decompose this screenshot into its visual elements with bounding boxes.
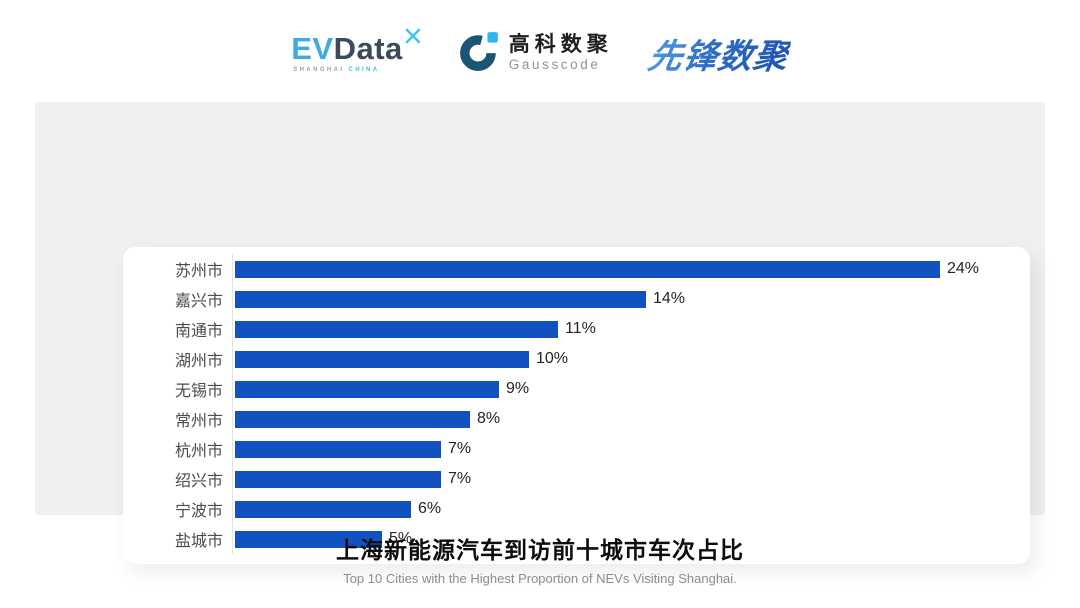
- city-label: 常州市: [174, 413, 223, 430]
- bar-value-label: 24%: [947, 260, 980, 277]
- bar-row: 嘉兴市 14%: [123, 284, 1030, 314]
- city-label: 无锡市: [174, 383, 223, 400]
- bar: [235, 530, 382, 548]
- bar-value-label: 6%: [418, 500, 442, 517]
- footer: 上海新能源汽车到访前十城市车次占比 Top 10 Cities with the…: [0, 531, 1080, 586]
- header: EV Data SHANGHAI CHINA 高科数聚 Gausscode: [0, 18, 1080, 88]
- gausscode-ring-icon: [458, 30, 500, 77]
- bar-track: 11%: [232, 314, 1030, 344]
- bar-row: 宁波市 6%: [123, 494, 1030, 524]
- bar-row: 绍兴市 7%: [123, 464, 1030, 494]
- bar-row: 无锡市 9%: [123, 374, 1030, 404]
- bar-track: 8%: [232, 404, 1030, 434]
- gausscode-logo: 高科数聚 Gausscode: [458, 30, 613, 77]
- bar-row: 湖州市 10%: [123, 344, 1030, 374]
- city-label: 苏州市: [174, 263, 223, 280]
- chart-subtitle: Top 10 Cities with the Highest Proportio…: [343, 571, 737, 586]
- city-label: 湖州市: [174, 353, 223, 370]
- bar-track: 9%: [232, 374, 1030, 404]
- bar-row: 盐城市 5%: [123, 524, 1030, 554]
- bar-value-label: 5%: [389, 530, 413, 547]
- gausscode-wordmark: 高科数聚 Gausscode: [509, 33, 613, 73]
- bar: [235, 410, 470, 428]
- bar-track: 7%: [232, 464, 1030, 494]
- bar-row: 苏州市 24%: [123, 254, 1030, 284]
- bar: [235, 380, 499, 398]
- bar-track: 5%: [232, 524, 1030, 554]
- bar: [235, 320, 558, 338]
- chart-card: 苏州市 24% 嘉兴市 14% 南通市 11% 湖州市 10% 无锡市 9% 常州市 8% 杭州市 7% 绍…: [123, 247, 1030, 564]
- city-label: 杭州市: [174, 443, 223, 460]
- bar: [235, 290, 646, 308]
- bar: [235, 350, 529, 368]
- gray-panel: 苏州市 24% 嘉兴市 14% 南通市 11% 湖州市 10% 无锡市 9% 常州市 8% 杭州市 7% 绍…: [35, 102, 1045, 564]
- city-label: 盐城市: [174, 533, 223, 550]
- bar: [235, 500, 411, 518]
- bar: [235, 260, 940, 278]
- bar-value-label: 10%: [536, 350, 569, 367]
- bar-row: 常州市 8%: [123, 404, 1030, 434]
- gausscode-en-text: Gausscode: [508, 56, 601, 72]
- evdata-ev-text: EV: [291, 31, 334, 66]
- evdata-shanghai-text: SHANGHAI: [293, 67, 345, 73]
- bar-value-label: 9%: [506, 380, 530, 397]
- bar: [235, 470, 441, 488]
- bar-value-label: 7%: [448, 470, 472, 487]
- bar-value-label: 8%: [477, 410, 501, 427]
- city-label: 南通市: [174, 323, 223, 340]
- city-label: 绍兴市: [174, 473, 223, 490]
- evdata-wordmark: EV Data: [291, 28, 422, 66]
- sparkle-x-icon: [404, 27, 422, 49]
- evdata-logo: EV Data SHANGHAI CHINA: [291, 28, 422, 73]
- bar-track: 6%: [232, 494, 1030, 524]
- evdata-subtext: SHANGHAI CHINA: [291, 67, 422, 73]
- bar-track: 24%: [232, 254, 1030, 284]
- bar-value-label: 7%: [448, 440, 472, 457]
- chart-title: 上海新能源汽车到访前十城市车次占比: [336, 537, 744, 563]
- city-label: 宁波市: [174, 503, 223, 520]
- city-label: 嘉兴市: [174, 293, 223, 310]
- xianfeng-logo: 先锋数聚: [644, 29, 793, 78]
- bar-row: 南通市 11%: [123, 314, 1030, 344]
- bar-track: 14%: [232, 284, 1030, 314]
- evdata-data-text: Data: [333, 31, 403, 66]
- bar-value-label: 11%: [565, 320, 596, 337]
- bar-value-label: 14%: [653, 290, 686, 307]
- bar-rows: 苏州市 24% 嘉兴市 14% 南通市 11% 湖州市 10% 无锡市 9% 常州市 8% 杭州市 7% 绍…: [123, 254, 1030, 554]
- bar-track: 7%: [232, 434, 1030, 464]
- bar-row: 杭州市 7%: [123, 434, 1030, 464]
- bar-track: 10%: [232, 344, 1030, 374]
- bar: [235, 440, 441, 458]
- evdata-china-text: CHINA: [348, 67, 380, 73]
- gausscode-cn-text: 高科数聚: [508, 32, 613, 56]
